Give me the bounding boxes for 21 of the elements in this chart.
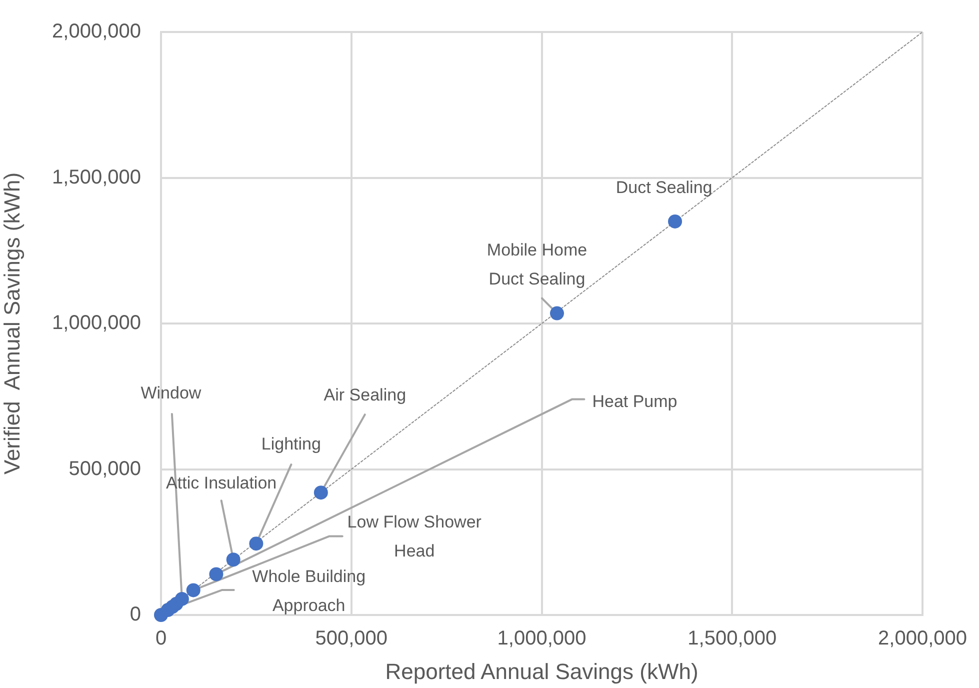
x-tick-label: 1,500,000 <box>688 628 777 650</box>
y-tick-label: 1,000,000 <box>52 312 141 334</box>
y-tick-label: 1,500,000 <box>52 166 141 188</box>
y-tick-label: 0 <box>130 604 141 626</box>
annotation: Attic Insulation <box>166 473 277 492</box>
annotation: Window <box>140 384 202 403</box>
x-tick-label: 0 <box>155 628 167 650</box>
x-tick-label: 500,000 <box>315 628 388 650</box>
annotation: Lighting <box>261 434 321 454</box>
annotation: Whole Building Approach <box>252 567 366 616</box>
annotation: Low Flow Shower Head <box>347 512 482 560</box>
annotation: Air Sealing <box>324 385 406 404</box>
x-tick-label: 1,000,000 <box>497 628 586 650</box>
annotation: Mobile Home Duct Sealing <box>486 240 588 288</box>
y-tick-label: 500,000 <box>68 458 141 480</box>
annotation: Duct Sealing <box>616 178 712 198</box>
x-axis-title: Reported Annual Savings (kWh) <box>385 658 698 684</box>
annotation: Heat Pump <box>592 392 678 411</box>
y-tick-label: 2,000,000 <box>52 20 141 43</box>
y-axis-title: Verified Annual Savings (kWh) <box>0 172 24 475</box>
x-tick-label: 2,000,000 <box>878 628 968 650</box>
